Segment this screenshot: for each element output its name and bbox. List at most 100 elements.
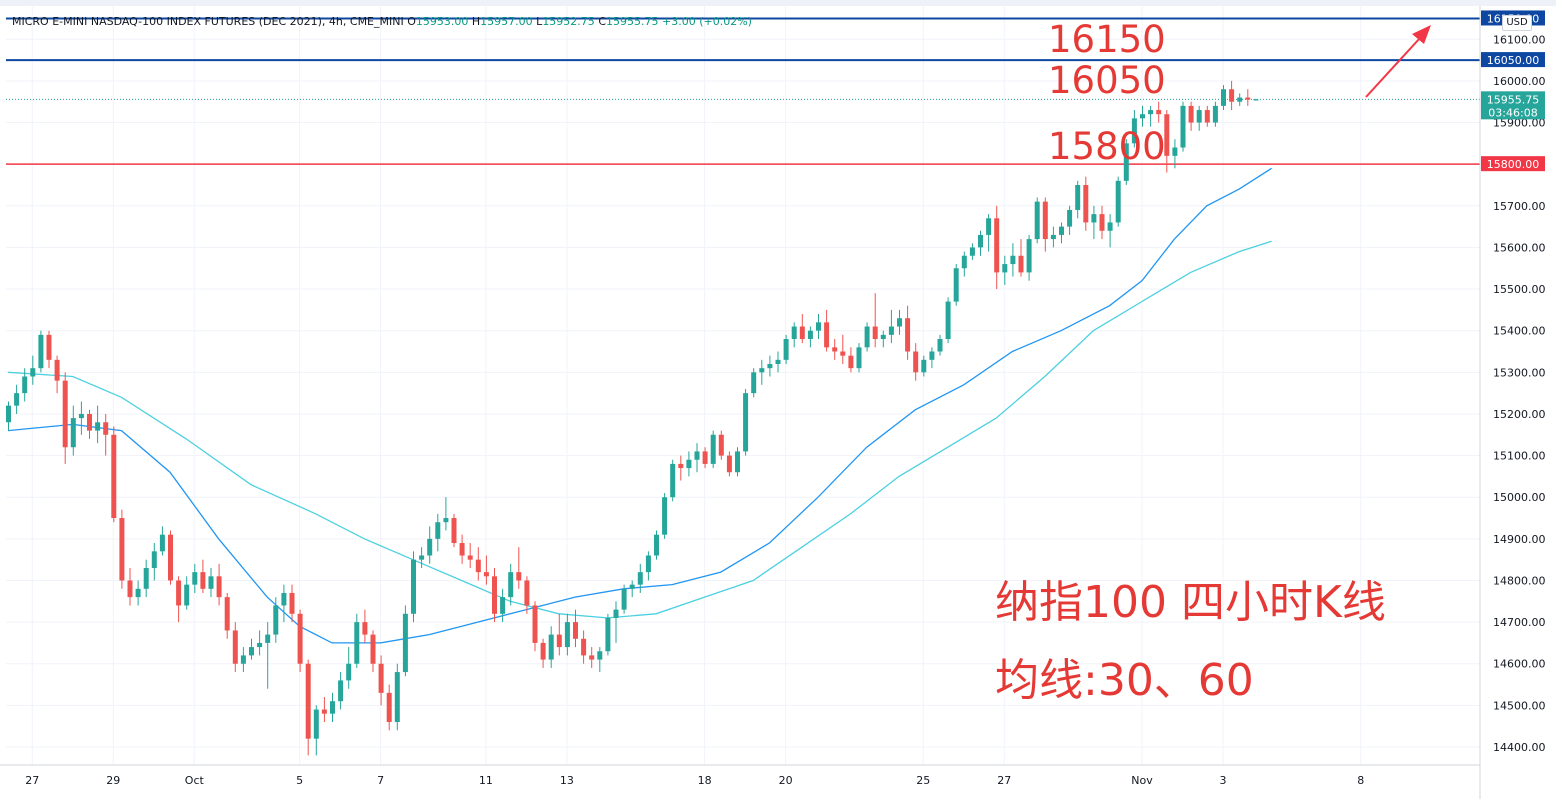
candle-body <box>370 634 376 664</box>
candle-body <box>629 584 635 589</box>
candle-body <box>1148 110 1154 115</box>
candle-body <box>597 651 603 660</box>
candle-body <box>200 572 206 589</box>
candle-body <box>411 559 416 614</box>
candle-body <box>483 572 489 577</box>
candle-body <box>111 434 117 519</box>
level-label-16150: 16150 <box>1048 18 1166 61</box>
candle-body <box>1237 97 1243 102</box>
time-tick-label: 27 <box>997 774 1011 787</box>
high-value: 15957.00 <box>480 15 533 28</box>
horizontal-levels <box>6 17 1480 165</box>
price-tick-label: 16100.00 <box>1493 33 1546 46</box>
candle-body <box>281 592 287 606</box>
candle-body <box>297 613 303 664</box>
candle-body <box>832 347 838 352</box>
candle-body <box>103 422 109 435</box>
candle-body <box>427 538 433 556</box>
price-label-bg <box>1481 52 1545 68</box>
candle-body <box>1042 201 1048 240</box>
candle-body <box>532 605 538 643</box>
candle-body <box>78 413 84 419</box>
candle-body <box>378 663 384 693</box>
candle-body <box>1067 209 1073 227</box>
candle-body <box>30 368 36 377</box>
level-label-16050: 16050 <box>1048 59 1166 102</box>
chart-note-title: 纳指100 四小时K线 <box>995 577 1386 628</box>
candle-body <box>1002 264 1008 273</box>
candle-body <box>581 638 587 656</box>
candle-body <box>38 334 44 369</box>
candle-body <box>694 451 700 460</box>
price-tick-label: 14700.00 <box>1493 616 1546 629</box>
candle-body <box>589 655 595 660</box>
candle-body <box>22 376 28 394</box>
price-tick-label: 16000.00 <box>1493 75 1546 88</box>
candle-body <box>1123 143 1129 181</box>
candle-body <box>945 301 951 340</box>
candle-body <box>824 322 830 348</box>
candle-body <box>330 701 335 714</box>
candle-body <box>394 672 400 723</box>
candle-body <box>678 463 684 469</box>
currency-badge[interactable]: USD <box>1502 15 1532 31</box>
candle-body <box>216 576 222 598</box>
candle-body <box>459 543 465 556</box>
candle-body <box>475 559 481 573</box>
candle-body <box>807 330 813 340</box>
candle-body <box>1091 214 1097 223</box>
candle-body <box>516 572 522 581</box>
candle-body <box>257 642 263 648</box>
candle-body <box>273 605 279 635</box>
candle-body <box>151 551 157 568</box>
candle-body <box>362 622 368 635</box>
price-tick-label: 14900.00 <box>1493 533 1546 546</box>
time-tick-label: Oct <box>185 774 205 787</box>
candle-body <box>1075 184 1081 210</box>
symbol-title: MICRO E-MINI NASDAQ-100 INDEX FUTURES (D… <box>12 15 404 28</box>
candle-body <box>127 580 133 598</box>
candles <box>6 80 1259 756</box>
candle-body <box>556 634 562 648</box>
candle-body <box>1099 214 1105 231</box>
open-label: O <box>407 15 416 28</box>
arrow-head <box>1412 25 1431 44</box>
candle-body <box>467 555 473 560</box>
candle-body <box>313 709 319 739</box>
candle-body <box>880 334 886 340</box>
time-tick-label: 13 <box>560 774 574 787</box>
candle-body <box>1010 255 1016 265</box>
candle-body <box>1115 180 1121 223</box>
candle-body <box>710 434 716 464</box>
candle-body <box>986 218 992 235</box>
candle-body <box>702 451 708 464</box>
candle-body <box>87 413 92 431</box>
candle-body <box>184 584 190 606</box>
price-label-bg <box>1481 91 1545 120</box>
price-tick-label: 15200.00 <box>1493 408 1546 421</box>
time-tick-label: 29 <box>106 774 120 787</box>
candle-body <box>54 359 60 381</box>
candle-body <box>978 234 983 248</box>
candle-body <box>1140 114 1145 119</box>
candle-body <box>969 247 975 256</box>
candle-body <box>159 534 165 552</box>
candle-body <box>1180 105 1186 148</box>
candle-body <box>783 339 789 360</box>
candle-body <box>208 576 214 589</box>
candle-body <box>759 368 765 373</box>
candle-body <box>419 555 425 560</box>
time-tick-label: Nov <box>1131 774 1153 787</box>
ma-line-ma30 <box>7 167 1272 644</box>
price-tick-label: 15700.00 <box>1493 200 1546 213</box>
candle-body <box>508 572 514 598</box>
candle-body <box>240 655 246 664</box>
low-label: L <box>536 15 543 28</box>
candle-body <box>305 663 311 739</box>
chart-note-ma: 均线:30、60 <box>995 655 1254 706</box>
candle-body <box>961 255 967 269</box>
candle-body <box>1164 114 1170 156</box>
